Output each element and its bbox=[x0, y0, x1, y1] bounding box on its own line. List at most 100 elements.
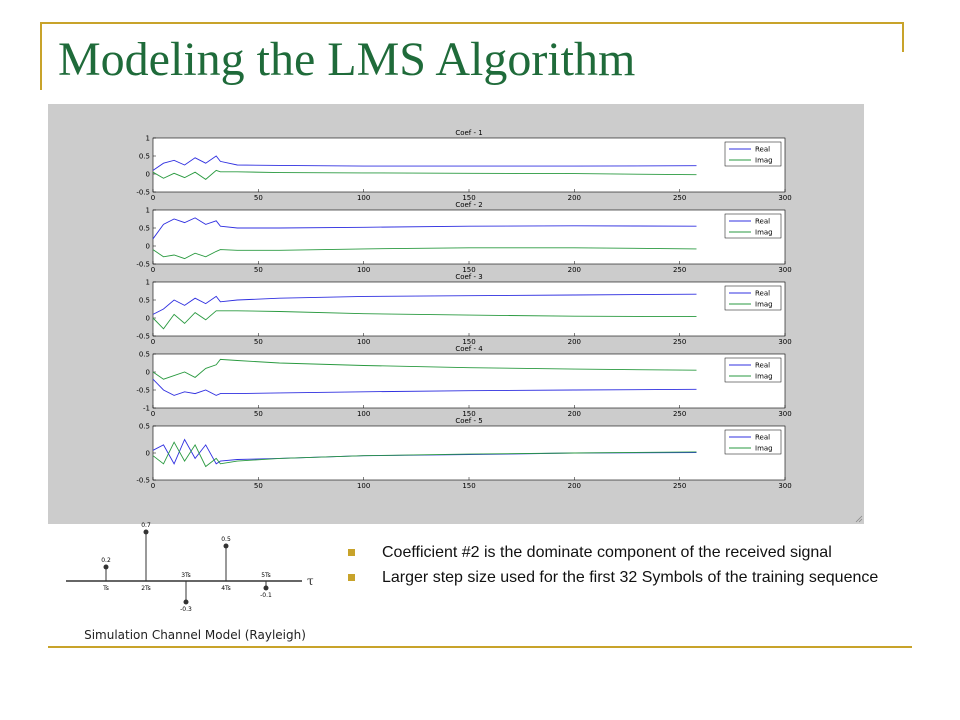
tap-delay-label: 3Ts bbox=[181, 572, 191, 579]
y-tick-label: 1 bbox=[146, 207, 150, 215]
x-tick-label: 0 bbox=[151, 410, 155, 418]
x-tick-label: 300 bbox=[778, 410, 791, 418]
subplot-title: Coef - 4 bbox=[455, 345, 483, 353]
legend-box bbox=[724, 429, 782, 455]
y-tick-label: 0 bbox=[146, 171, 150, 179]
legend-box bbox=[724, 213, 782, 239]
x-tick-label: 250 bbox=[673, 266, 686, 274]
series-line-real bbox=[152, 155, 697, 171]
bullet-square-icon bbox=[348, 549, 355, 556]
y-tick-label: 0.5 bbox=[139, 153, 150, 161]
x-tick-label: 50 bbox=[254, 266, 263, 274]
series-line-imag bbox=[152, 169, 697, 180]
coefficient-plots-figure: Coef - 110.50-0.50 50 100 150 200 250 300RealI… bbox=[48, 104, 864, 524]
y-tick-label: -1 bbox=[143, 405, 150, 413]
x-tick-label: 200 bbox=[568, 194, 581, 202]
bullet-text: Coefficient #2 is the dominate component… bbox=[382, 544, 832, 561]
y-tick-label: 0 bbox=[146, 315, 150, 323]
slide-title: Modeling the LMS Algorithm bbox=[58, 33, 636, 86]
y-tick-label: 0 bbox=[146, 243, 150, 251]
y-tick-label: 0.5 bbox=[139, 423, 150, 431]
x-tick-label: 300 bbox=[778, 266, 791, 274]
y-tick-label: -0.5 bbox=[136, 387, 150, 395]
tau-symbol: τ bbox=[307, 574, 314, 588]
tap-value-label: -0.3 bbox=[180, 606, 192, 613]
legend-label: Imag bbox=[755, 301, 773, 309]
tap-delay-label: 2Ts bbox=[141, 585, 151, 592]
subplot-title: Coef - 5 bbox=[455, 417, 482, 425]
tap-marker bbox=[223, 543, 229, 549]
subplot-coef-5: Coef - 50.50-0.50 50 100 150 200 250 300RealIm… bbox=[136, 417, 791, 490]
subplot-title: Coef - 3 bbox=[455, 273, 482, 281]
legend-label: Imag bbox=[755, 445, 773, 453]
x-tick-label: 150 bbox=[462, 410, 475, 418]
x-tick-label: 150 bbox=[462, 338, 475, 346]
legend-label: Real bbox=[755, 146, 770, 154]
frame-bottom-rule bbox=[48, 646, 912, 648]
x-tick-label: 150 bbox=[462, 194, 475, 202]
x-tick-label: 300 bbox=[778, 338, 791, 346]
x-tick-label: 250 bbox=[673, 410, 686, 418]
frame-top-rule bbox=[40, 22, 904, 24]
subplot-title: Coef - 1 bbox=[455, 129, 482, 137]
y-tick-label: 0.5 bbox=[139, 351, 150, 359]
tap-marker bbox=[143, 529, 149, 535]
y-tick-label: -0.5 bbox=[136, 261, 150, 269]
x-tick-label: 0 bbox=[151, 266, 155, 274]
x-tick-label: 150 bbox=[462, 482, 475, 490]
y-tick-label: 0.5 bbox=[139, 297, 150, 305]
subplot-coef-2: Coef - 210.50-0.50 50 100 150 200 250 300RealI… bbox=[136, 201, 791, 274]
bullet-square-icon bbox=[348, 574, 355, 581]
legend-label: Imag bbox=[755, 373, 773, 381]
x-tick-label: 100 bbox=[357, 266, 370, 274]
legend-label: Imag bbox=[755, 229, 773, 237]
subplot-coef-3: Coef - 310.50-0.50 50 100 150 200 250 300RealI… bbox=[136, 273, 791, 346]
series-line-imag bbox=[152, 441, 697, 468]
x-tick-label: 0 bbox=[151, 338, 155, 346]
series-line-real bbox=[152, 217, 697, 240]
x-tick-label: 300 bbox=[778, 194, 791, 202]
tap-value-label: 0.7 bbox=[141, 522, 151, 529]
x-tick-label: 200 bbox=[568, 338, 581, 346]
legend-label: Real bbox=[755, 434, 770, 442]
tap-delay-label: 4Ts bbox=[221, 585, 231, 592]
y-tick-label: 1 bbox=[146, 135, 150, 143]
y-tick-label: 1 bbox=[146, 279, 150, 287]
y-tick-label: -0.5 bbox=[136, 333, 150, 341]
y-tick-label: -0.5 bbox=[136, 189, 150, 197]
subplot-title: Coef - 2 bbox=[455, 201, 482, 209]
frame-left-rule bbox=[40, 22, 42, 90]
x-tick-label: 250 bbox=[673, 482, 686, 490]
bullet-list: Coefficient #2 is the dominate component… bbox=[344, 542, 904, 592]
plot-area bbox=[152, 209, 786, 265]
tap-value-label: -0.1 bbox=[260, 592, 272, 599]
frame-right-rule bbox=[902, 22, 904, 52]
series-line-imag bbox=[152, 310, 697, 330]
legend-label: Real bbox=[755, 362, 770, 370]
bullet-item: Coefficient #2 is the dominate component… bbox=[344, 542, 904, 563]
legend-box bbox=[724, 141, 782, 167]
x-tick-label: 200 bbox=[568, 266, 581, 274]
x-tick-label: 50 bbox=[254, 194, 263, 202]
x-tick-label: 100 bbox=[357, 410, 370, 418]
legend-box bbox=[724, 357, 782, 383]
series-line-imag bbox=[152, 358, 697, 380]
plot-area bbox=[152, 425, 786, 481]
x-tick-label: 200 bbox=[568, 410, 581, 418]
x-tick-label: 0 bbox=[151, 482, 155, 490]
tap-marker bbox=[263, 585, 269, 591]
y-tick-label: 0.5 bbox=[139, 225, 150, 233]
bullet-item: Larger step size used for the first 32 S… bbox=[344, 567, 904, 588]
x-tick-label: 0 bbox=[151, 194, 155, 202]
series-line-imag bbox=[152, 247, 697, 260]
subplot-coef-4: Coef - 40.50-0.5-10 50 100 150 200 250 300Real… bbox=[136, 345, 791, 418]
tap-value-label: 0.5 bbox=[221, 536, 231, 543]
x-tick-label: 50 bbox=[254, 410, 263, 418]
x-tick-label: 250 bbox=[673, 338, 686, 346]
series-line-real bbox=[152, 378, 697, 396]
tap-delay-label: 5Ts bbox=[261, 572, 271, 579]
plot-area bbox=[152, 281, 786, 337]
y-tick-label: -0.5 bbox=[136, 477, 150, 485]
resize-grip-icon bbox=[855, 515, 863, 523]
x-tick-label: 150 bbox=[462, 266, 475, 274]
